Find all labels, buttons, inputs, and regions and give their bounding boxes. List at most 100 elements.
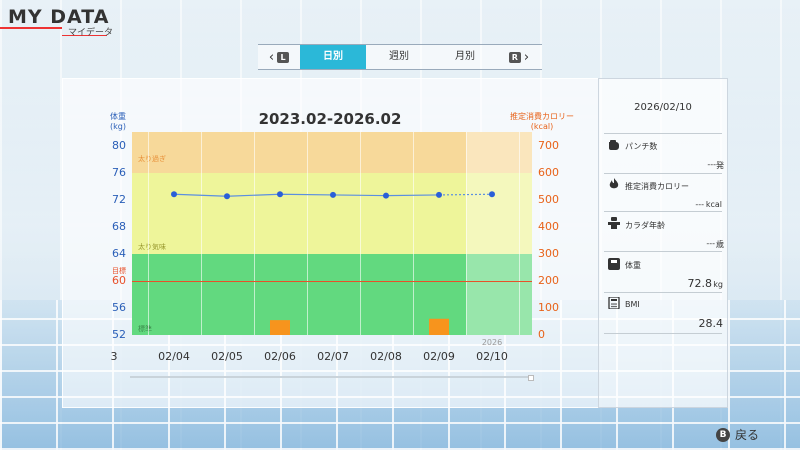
y-right-tick: 0 — [538, 328, 545, 341]
weight-point[interactable] — [489, 191, 495, 198]
weight-point[interactable] — [277, 191, 283, 198]
body-age-label: カラダ年齢 — [625, 221, 665, 230]
tab-next-button[interactable]: R › — [498, 50, 540, 65]
punch-value: --- — [707, 160, 716, 169]
b-button-icon: B — [716, 427, 730, 442]
x-tick: 02/05 — [211, 350, 243, 363]
punch-unit: 発 — [716, 161, 724, 170]
bmi-label: BMI — [625, 300, 640, 309]
y-right-tick: 500 — [538, 192, 559, 206]
y-left-tick: 80 — [112, 138, 126, 152]
y-left-tick: 76 — [112, 165, 126, 179]
chart-scrollbar[interactable] — [130, 375, 534, 381]
y-right-tick: 600 — [538, 165, 559, 179]
punch-icon — [609, 140, 619, 150]
back-button[interactable]: B 戻る — [716, 426, 759, 443]
grid-line — [413, 132, 414, 335]
chevron-right-icon: › — [523, 49, 530, 65]
body-age-icon — [608, 217, 620, 229]
side-divider — [604, 333, 722, 334]
y-left-tick: 72 — [112, 192, 126, 206]
today-column-highlight — [466, 132, 532, 335]
y-left-tick: 52 — [112, 328, 126, 341]
band-label-normal: 標準 — [138, 325, 152, 333]
calculator-icon — [608, 297, 620, 309]
side-divider — [604, 133, 722, 134]
weight-point[interactable] — [330, 191, 336, 198]
side-divider — [604, 173, 722, 174]
app-title: MY DATA — [8, 6, 110, 28]
chart-plot-area[interactable]: 太り過ぎ 太り気味 標準 — [132, 132, 532, 335]
y-left-tick: 60 — [112, 273, 126, 287]
side-divider — [604, 211, 722, 212]
band-normal — [132, 253, 532, 335]
body-age-unit: 歳 — [716, 240, 724, 249]
app-subtitle: マイデータ — [68, 28, 114, 38]
y-right-tick: 400 — [538, 219, 559, 233]
grid-line — [360, 132, 361, 335]
tab-weekly[interactable]: 週別 — [389, 51, 409, 62]
punch-label: パンチ数 — [625, 142, 658, 151]
y-right-tick: 100 — [538, 300, 559, 314]
x-tick: 3 — [110, 350, 118, 363]
grid-line — [148, 132, 149, 335]
chart-scroll-thumb[interactable] — [528, 375, 534, 381]
weight-line-projection — [438, 193, 493, 196]
calorie-bar — [270, 320, 290, 335]
band-label-overweight: 太り過ぎ — [138, 155, 166, 163]
x-tick: 02/07 — [317, 350, 349, 363]
y-axis-left-label: 体重 (kg) — [110, 112, 126, 131]
selected-date: 2026/02/10 — [634, 102, 692, 113]
weight-label: 体重 — [625, 261, 641, 270]
grid-line — [201, 132, 202, 335]
r-button-icon: R — [508, 51, 521, 63]
band-label-slightly: 太り気味 — [138, 242, 166, 251]
side-divider — [604, 292, 722, 293]
calorie-value: --- — [695, 200, 704, 209]
tab-prev-button[interactable]: ‹ L — [258, 50, 300, 65]
x-tick: 02/04 — [158, 350, 190, 363]
y-left-tick: 64 — [112, 246, 126, 260]
chevron-left-icon: ‹ — [268, 49, 275, 65]
tab-monthly[interactable]: 月別 — [455, 51, 475, 62]
calorie-unit: kcal — [705, 200, 722, 209]
grid-line — [254, 132, 255, 335]
grid-line — [307, 132, 308, 335]
grid-line — [466, 132, 467, 335]
x-tick: 02/09 — [423, 350, 455, 363]
calorie-bar — [429, 318, 449, 335]
tab-daily[interactable]: 日別 — [300, 45, 366, 69]
y-right-tick: 300 — [538, 246, 559, 260]
title-underline-2 — [62, 35, 107, 36]
bmi-value: 28.4 — [698, 317, 724, 330]
weight-point[interactable] — [224, 193, 230, 200]
y-right-tick: 200 — [538, 273, 559, 287]
x-tick: 02/06 — [264, 350, 296, 363]
y-right-tick: 700 — [538, 138, 559, 152]
band-overweight — [132, 132, 532, 173]
calorie-label: 推定消費カロリー — [625, 182, 689, 191]
x-tick: 02/10 — [476, 350, 508, 363]
y-axis-right-label: 推定消費カロリー (kcal) — [510, 112, 574, 131]
back-label: 戻る — [735, 428, 760, 442]
side-divider — [604, 251, 722, 252]
chart-svg — [171, 191, 495, 335]
scale-icon — [608, 258, 620, 270]
grid-line — [519, 132, 520, 335]
flame-icon — [609, 178, 619, 189]
band-slightly-over — [132, 172, 532, 254]
period-tabs: ‹ L 日別 週別 月別 R › — [258, 44, 542, 70]
y-left-tick: 68 — [112, 219, 126, 233]
weight-unit: kg — [713, 280, 723, 289]
weight-value: 72.8 — [687, 277, 713, 290]
weight-line — [173, 193, 440, 197]
weight-point[interactable] — [383, 192, 389, 199]
year-label: 2026 — [481, 338, 503, 347]
target-label: 目標 — [112, 266, 126, 275]
chart-title: 2023.02-2026.02 — [258, 110, 402, 128]
l-button-icon: L — [277, 51, 290, 63]
y-left-tick: 56 — [112, 300, 126, 314]
weight-point[interactable] — [436, 191, 442, 198]
weight-point[interactable] — [171, 191, 177, 198]
title-underline — [0, 27, 62, 29]
